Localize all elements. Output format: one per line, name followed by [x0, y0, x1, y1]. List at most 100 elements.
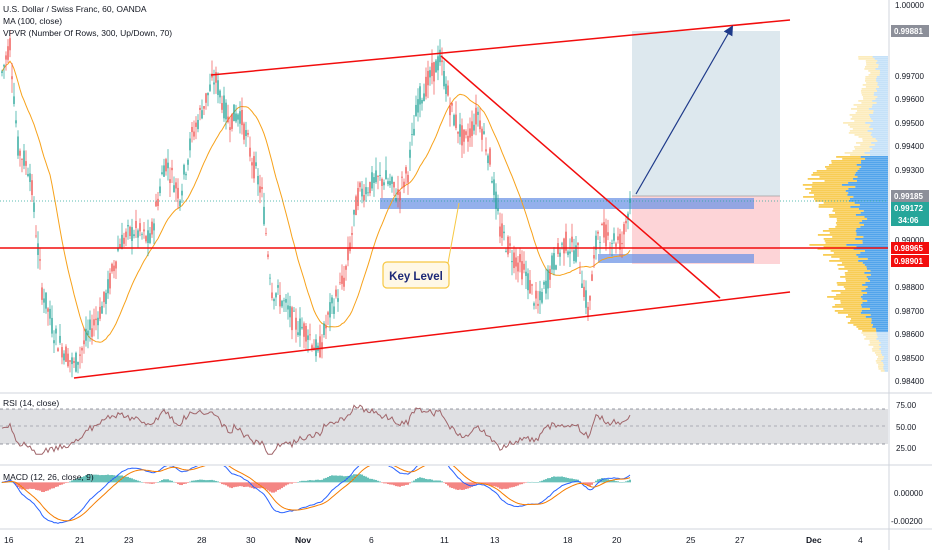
vpvr-bar-down [869, 114, 888, 116]
macd-histogram-bar [351, 475, 353, 483]
candle-body [509, 243, 511, 246]
candle-body [61, 347, 63, 358]
candle-body [253, 156, 255, 179]
vpvr-bar-up [823, 246, 857, 248]
candle-body [289, 306, 291, 318]
vpvr-bar-down [854, 174, 888, 176]
macd-histogram-bar [405, 482, 407, 485]
macd-histogram-bar [255, 482, 257, 489]
vpvr-bar-down [878, 66, 888, 68]
vpvr-bar-up [825, 166, 862, 168]
candle-body [299, 318, 301, 336]
vpvr-bar-up [807, 178, 854, 180]
candle-body [481, 128, 483, 140]
macd-histogram-bar [529, 482, 531, 483]
vpvr-bar-up [834, 304, 862, 306]
time-axis[interactable]: 16 21 23 28 30 Nov 6 11 13 18 20 25 27 D… [4, 535, 863, 545]
candle-body [161, 172, 163, 175]
macd-histogram-bar [241, 482, 243, 487]
candle-body [565, 231, 567, 251]
macd-histogram-bar [319, 480, 321, 483]
macd-histogram-bar [607, 479, 609, 483]
macd-histogram-bar [57, 482, 59, 487]
candle-body [39, 259, 41, 261]
macd-histogram-bar [243, 482, 245, 487]
symbol-title[interactable]: U.S. Dollar / Swiss Franc, 60, OANDA [3, 4, 147, 14]
candle-body [401, 176, 403, 178]
candle-body [495, 191, 497, 209]
macd-histogram-bar [41, 482, 43, 492]
macd-histogram-bar [37, 482, 39, 491]
svg-text:0.99172: 0.99172 [894, 204, 923, 213]
vpvr-bar-up [877, 358, 884, 360]
ma-legend[interactable]: MA (100, close) [3, 16, 63, 26]
candle-body [479, 120, 481, 130]
vpvr-bar-up [866, 62, 877, 64]
vpvr-bar-up [832, 306, 862, 308]
vpvr-bar-down [876, 62, 888, 64]
lower-channel-line [73, 291, 791, 379]
candle-body [267, 254, 269, 258]
vpvr-bar-up [865, 336, 878, 338]
candle-body [499, 226, 501, 237]
candle-body [555, 265, 557, 270]
macd-histogram-bar [329, 475, 331, 483]
vpvr-bar-down [863, 210, 888, 212]
macd-histogram-bar [417, 478, 419, 483]
rsi-legend[interactable]: RSI (14, close) [3, 398, 60, 408]
macd-histogram-bar [209, 479, 211, 483]
candle-body [137, 230, 139, 238]
macd-histogram-bar [61, 482, 63, 485]
macd-histogram-bar [295, 482, 297, 483]
vpvr-bar-down [880, 346, 888, 348]
macd-histogram-bar [403, 482, 405, 486]
candle-body [415, 104, 417, 116]
macd-histogram-bar [407, 482, 409, 485]
candle-body [451, 103, 453, 106]
candle-body [419, 86, 421, 105]
macd-histogram-bar [507, 482, 509, 489]
candle-body [43, 298, 45, 303]
vpvr-bar-up [864, 80, 877, 82]
candle-body [263, 206, 265, 225]
vpvr-bar-down [876, 78, 888, 80]
macd-histogram-bar [611, 480, 613, 483]
candle-body [279, 294, 281, 307]
vpvr-bar-down [874, 58, 888, 60]
macd-legend[interactable]: MACD (12, 26, close, 9) [3, 472, 94, 482]
macd-histogram-bar [441, 481, 443, 483]
vpvr-bar-down [877, 96, 888, 98]
vpvr-bar-down [866, 268, 888, 270]
macd-histogram-bar [527, 481, 529, 483]
vpvr-bar-up [813, 198, 850, 200]
candle-body [245, 130, 247, 137]
macd-histogram-bar [87, 474, 89, 483]
candle-body [125, 231, 127, 238]
vpvr-bar-down [867, 300, 888, 302]
macd-histogram-bar [559, 476, 561, 483]
vpvr-bar-down [856, 232, 888, 234]
candle-body [359, 182, 361, 188]
candle-body [577, 242, 579, 246]
key-level-label: Key Level [389, 271, 443, 283]
macd-histogram-bar [625, 481, 627, 483]
macd-histogram-bar [105, 474, 107, 483]
vpvr-legend[interactable]: VPVR (Number Of Rows, 300, Up/Down, 70) [3, 28, 173, 38]
svg-text:0.98965: 0.98965 [894, 244, 923, 253]
price-axis[interactable]: 1.00000 0.99700 0.99600 0.99500 0.99400 … [895, 1, 924, 386]
macd-histogram-bar [201, 479, 203, 483]
candle-body [103, 291, 105, 303]
vpvr-bar-down [866, 276, 888, 278]
candle-body [151, 221, 153, 235]
candle-body [121, 234, 123, 249]
macd-histogram-bar [287, 482, 289, 485]
candle-body [163, 165, 165, 177]
candle-body [11, 76, 13, 80]
macd-histogram-bar [509, 482, 511, 488]
vpvr-bar-up [839, 258, 868, 260]
macd-histogram-bar [161, 480, 163, 483]
vpvr-bar-down [883, 366, 888, 368]
candle-body [201, 110, 203, 119]
macd-histogram-bar [347, 475, 349, 483]
